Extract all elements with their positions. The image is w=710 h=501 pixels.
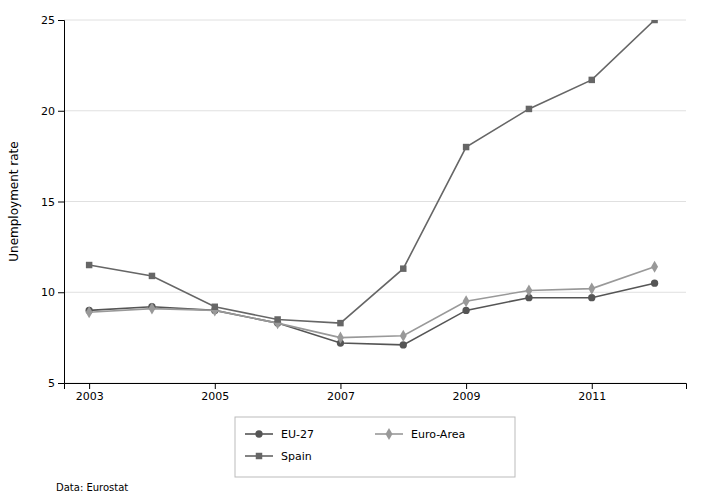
legend-label: EU-27: [281, 428, 314, 441]
legend: EU-27 Euro-Area Spain: [235, 417, 515, 477]
tick-mark: [215, 383, 216, 389]
point: [337, 320, 343, 326]
series-points: [86, 261, 658, 344]
tick-mark: [89, 383, 90, 389]
tick: 2007: [327, 383, 355, 403]
axis-line: [65, 384, 687, 390]
annotation: Data: Eurostat: [56, 482, 128, 493]
x-axis: 2003 2005 2007 2009 2011: [65, 383, 687, 403]
point: [400, 330, 407, 342]
chart: 2003 2005 2007 2009 2011 5 10 15 20 25 Unemploymen…: [0, 0, 710, 501]
point: [337, 332, 344, 344]
tick-mark: [58, 20, 64, 21]
point: [212, 304, 218, 310]
tick: 15: [41, 196, 64, 209]
tick-label: 10: [41, 286, 55, 299]
point: [651, 20, 657, 23]
point: [588, 294, 595, 301]
point: [526, 106, 532, 112]
tick-mark: [58, 383, 64, 384]
tick: 5: [48, 377, 64, 390]
point: [274, 317, 281, 329]
tick: 2003: [76, 383, 104, 403]
series-line: [89, 283, 654, 345]
point: [462, 307, 469, 314]
point: [589, 77, 595, 83]
tick: 25: [41, 14, 64, 27]
tick-label: 20: [41, 105, 55, 118]
tick-mark: [592, 383, 593, 389]
axis-line: [58, 21, 65, 384]
tick: 2011: [578, 383, 606, 403]
tick: 2005: [201, 383, 229, 403]
series-line: [89, 267, 654, 338]
point: [463, 144, 469, 150]
tick-label: 15: [41, 196, 55, 209]
y-axis-title: Unemployment rate: [7, 141, 21, 261]
legend-swatch-marker: [386, 428, 393, 440]
tick-label: 5: [48, 377, 55, 390]
legend-frame: [235, 417, 515, 477]
series-points: [86, 20, 658, 326]
point: [148, 303, 155, 315]
tick-mark: [58, 292, 64, 293]
grid-line: [64, 110, 686, 111]
legend-swatch-marker: [256, 453, 262, 459]
tick-label: 2009: [453, 390, 481, 403]
point: [463, 295, 470, 307]
tick-mark: [58, 202, 64, 203]
tick-mark: [340, 383, 341, 389]
point: [588, 283, 595, 295]
point: [274, 316, 280, 322]
tick-label: 2003: [76, 390, 104, 403]
plot-area: 2003 2005 2007 2009 2011 5 10 15 20 25: [41, 14, 687, 403]
point: [400, 341, 407, 348]
point: [86, 306, 93, 318]
legend-entry: Spain: [245, 450, 312, 463]
point: [86, 262, 92, 268]
point: [149, 273, 155, 279]
legend-entry: Euro-Area: [375, 428, 465, 441]
point: [211, 304, 218, 316]
grid-line: [64, 201, 686, 202]
grid-line: [64, 20, 686, 21]
tick-label: 25: [41, 14, 55, 27]
series-group: [85, 20, 658, 349]
tick-label: 2011: [578, 390, 606, 403]
tick-label: 2007: [327, 390, 355, 403]
point: [525, 284, 532, 296]
tick-mark: [466, 383, 467, 389]
point: [400, 265, 406, 271]
legend-swatch-marker: [255, 430, 262, 437]
series-line: [89, 20, 654, 323]
legend-label: Spain: [281, 450, 312, 463]
point: [651, 280, 658, 287]
grid: [64, 20, 686, 383]
tick-mark: [58, 111, 64, 112]
tick: 20: [41, 105, 64, 118]
legend-label: Euro-Area: [411, 428, 465, 441]
tick: 10: [41, 286, 64, 299]
y-axis: 5 10 15 20 25: [41, 14, 65, 390]
point: [651, 261, 658, 273]
tick-label: 2005: [201, 390, 229, 403]
legend-entry: EU-27: [245, 428, 314, 441]
tick: 2009: [453, 383, 481, 403]
